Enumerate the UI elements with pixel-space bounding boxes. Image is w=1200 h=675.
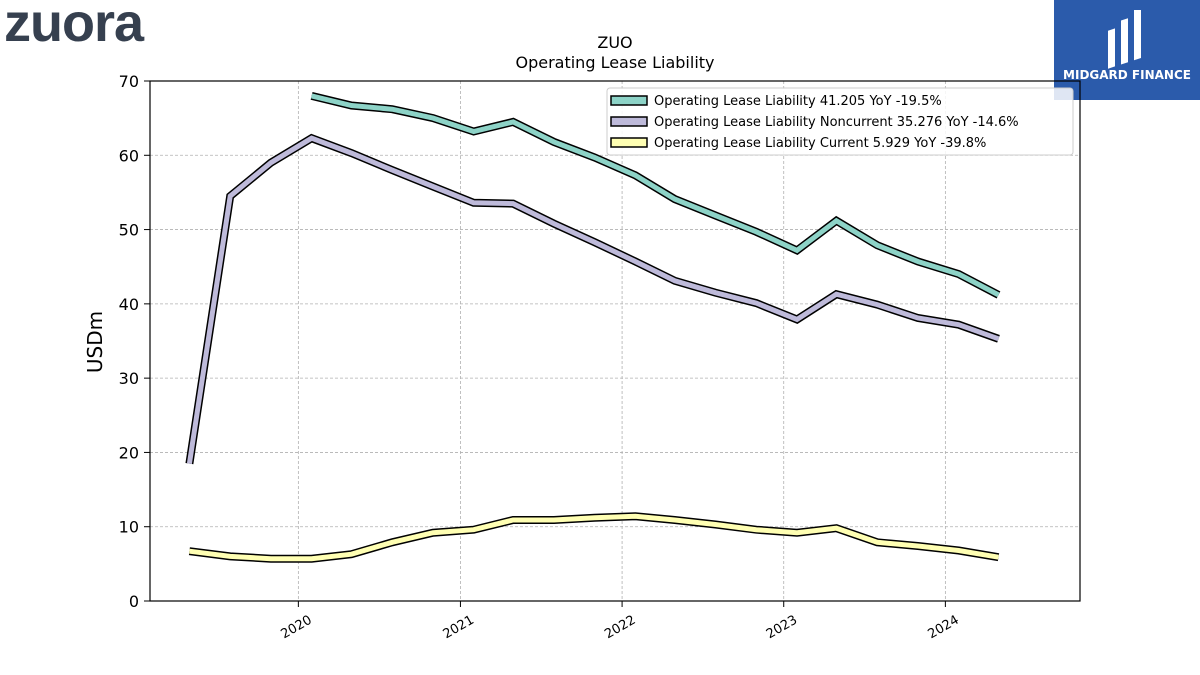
y-tick-label: 70 [119,72,139,91]
series-line-2 [189,513,999,562]
legend-swatch [610,137,648,148]
grid [150,80,1080,602]
series-line-1 [186,135,1000,464]
y-tick-label: 40 [119,295,139,314]
x-tick-label: 2022 [602,613,638,643]
x-tick-label: 2024 [926,613,962,643]
series-outline-2 [188,512,1000,563]
x-tick-label: 2023 [764,613,800,643]
y-tick-label: 30 [119,369,139,388]
series-outline-1 [185,133,1000,465]
legend-label: Operating Lease Liability 41.205 YoY -19… [654,94,942,109]
series-lines [185,92,1001,563]
chart-subtitle: Operating Lease Liability [515,53,714,72]
plot-frame [149,80,1081,602]
legend-swatch [610,95,648,106]
midgard-finance-logo: MIDGARD FINANCE [1054,0,1200,100]
y-axis-label: USDm [83,311,107,373]
legend: Operating Lease Liability 41.205 YoY -19… [606,87,1074,156]
series-line-0 [311,93,1000,298]
y-axis: 0 10 20 30 40 50 60 70 [119,72,150,611]
zuora-logo: zuora [4,0,144,53]
legend-box [606,87,1074,156]
legend-swatch [610,116,648,127]
y-tick-label: 50 [119,221,139,240]
x-axis: 2020 2021 2022 2023 2024 [279,601,962,642]
y-tick-label: 60 [119,146,139,165]
chart-title: ZUO [597,33,632,52]
brand-name: MIDGARD FINANCE [1063,68,1191,82]
x-tick-label: 2021 [441,613,477,643]
y-tick-label: 10 [119,518,139,537]
x-tick-label: 2020 [279,613,315,643]
midgard-mark-icon [1108,10,1141,69]
legend-label: Operating Lease Liability Current 5.929 … [654,136,986,151]
y-tick-label: 20 [119,443,139,462]
y-tick-label: 0 [129,592,139,611]
legend-label: Operating Lease Liability Noncurrent 35.… [654,115,1019,130]
